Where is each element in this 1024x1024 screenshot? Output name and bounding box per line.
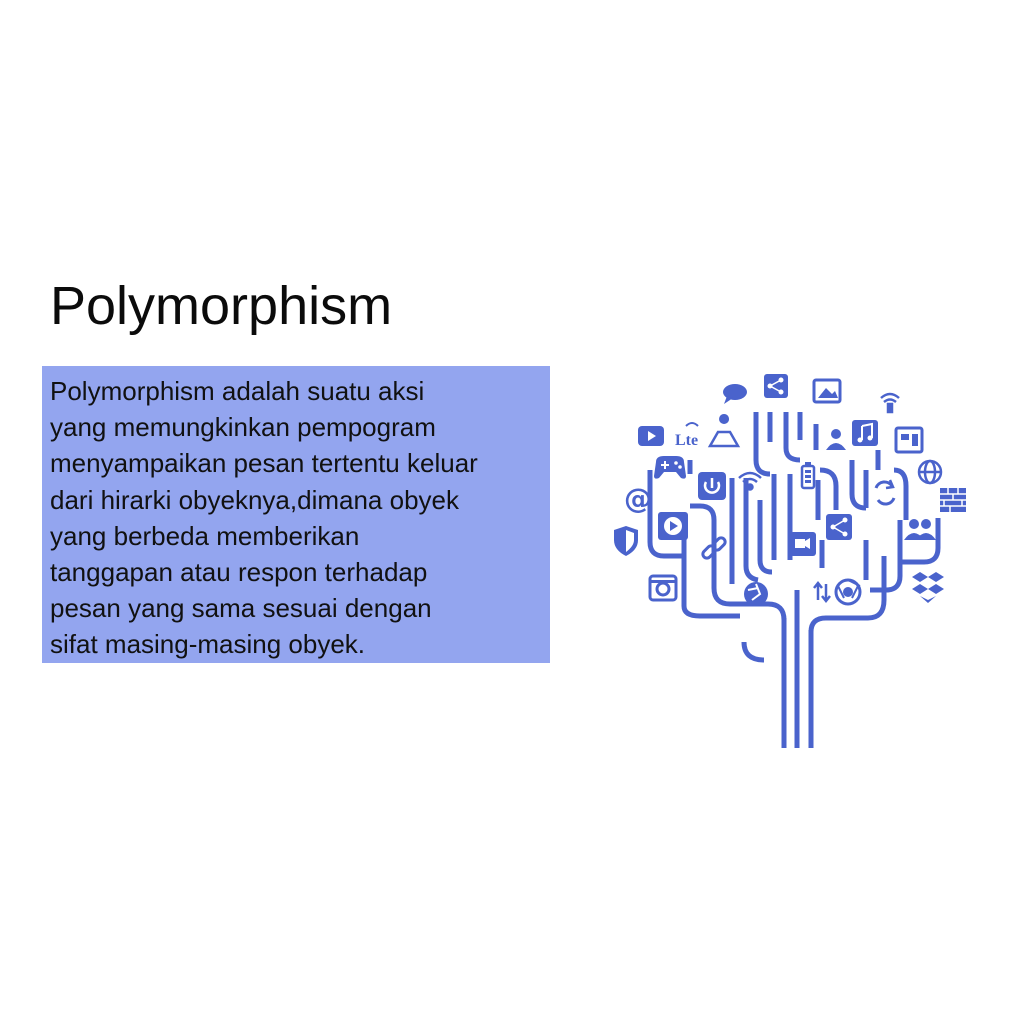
network-tree-illustration: Lte	[600, 360, 980, 760]
share-icon	[826, 514, 852, 540]
chrome-icon	[834, 578, 862, 606]
lte-icon: Lte	[675, 422, 699, 449]
tree-branches	[647, 412, 941, 748]
gamepad-icon	[654, 456, 686, 479]
description-line: yang memungkinkan pempogram	[50, 412, 436, 443]
user-icon	[826, 429, 846, 450]
music-note-icon	[852, 420, 878, 446]
description-text-box: Polymorphism adalah suatu aksi yang memu…	[42, 366, 550, 663]
wifi-icon	[738, 471, 762, 491]
youtube-icon	[638, 426, 664, 446]
svg-text:Lte: Lte	[675, 432, 698, 449]
at-sign-icon: @	[624, 482, 652, 515]
speech-bubble-icon	[723, 384, 747, 404]
slide-title: Polymorphism	[50, 276, 393, 336]
link-icon	[701, 536, 727, 560]
battery-icon	[800, 462, 816, 490]
tree-icons: Lte	[614, 374, 966, 606]
image-icon	[812, 378, 842, 404]
globe-icon	[917, 459, 943, 485]
dropbox-icon	[912, 572, 944, 603]
description-line: menyampaikan pesan tertentu keluar	[50, 448, 478, 479]
description-line: tanggapan atau respon terhadap	[50, 557, 428, 588]
description-line: pesan yang sama sesuai dengan	[50, 593, 432, 624]
shield-icon	[614, 526, 638, 556]
share-icon	[764, 374, 788, 398]
description-line: yang berbeda memberikan	[50, 520, 360, 551]
wifi-icon	[880, 392, 900, 414]
description-line: dari hirarki obyeknya,dimana obyek	[50, 484, 459, 515]
safe-icon	[894, 426, 924, 454]
refresh-icon	[874, 479, 896, 506]
description-line: sifat masing-masing obyek.	[50, 629, 366, 660]
video-camera-icon	[790, 532, 816, 556]
map-pin-icon	[707, 414, 741, 448]
camera-icon	[648, 574, 678, 602]
description-line: Polymorphism adalah suatu aksi	[50, 376, 425, 406]
transfer-arrows-icon	[813, 580, 831, 604]
svg-text:@: @	[624, 482, 652, 515]
power-icon	[698, 472, 726, 500]
play-icon	[658, 512, 688, 540]
group-icon	[904, 519, 936, 540]
aperture-icon	[744, 582, 768, 606]
brick-wall-icon	[940, 488, 966, 512]
